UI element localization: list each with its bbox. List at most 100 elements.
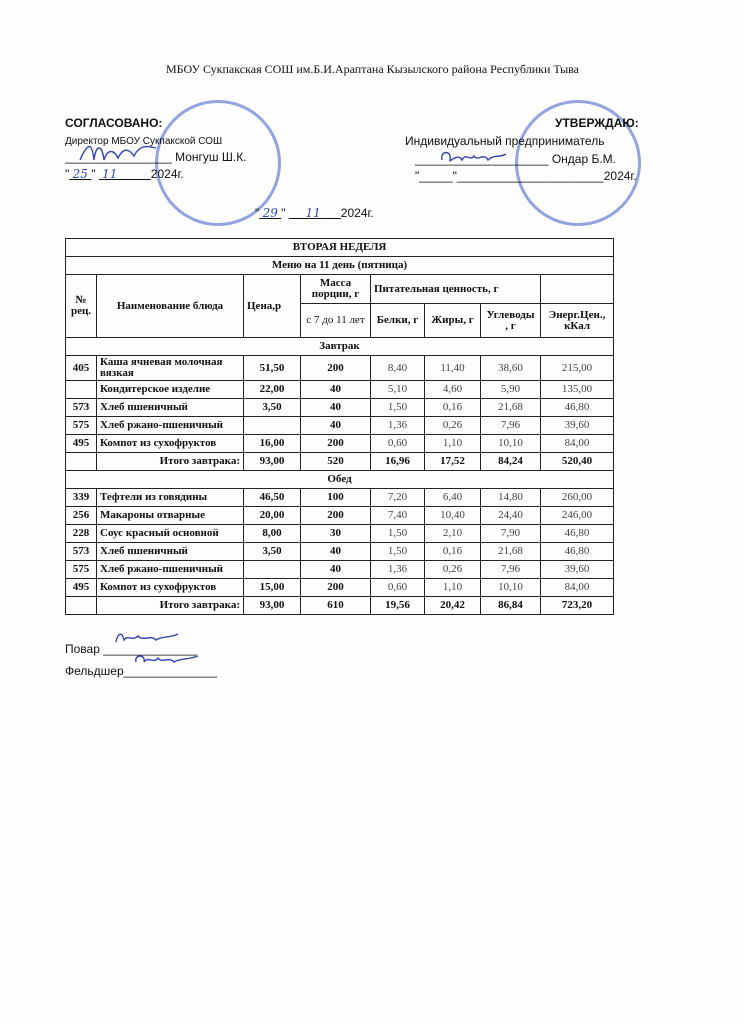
cell: 40: [300, 560, 371, 579]
total-row: Итого завтрака: 93,00 520 16,96 17,52 84,24 52…: [65, 452, 615, 471]
cell: 10,10: [480, 434, 541, 453]
cell: 7,96: [480, 416, 541, 435]
cell: 3,50: [243, 542, 301, 561]
cell: 20,00: [243, 506, 301, 525]
cell: 260,00: [539, 488, 615, 507]
header-age: с 7 до 11 лет: [300, 303, 371, 338]
table-row: 228 Соус красный основной 8,00 30 1,50 2,10 7,…: [65, 524, 615, 543]
cell: 5,10: [370, 380, 425, 399]
cell: Кондитерское изделие: [96, 380, 244, 399]
cell: 14,80: [480, 488, 541, 507]
cell: 40: [300, 398, 371, 417]
cell: 8,40: [370, 355, 425, 381]
total-cell: 86,84: [480, 596, 541, 615]
cell: 339: [65, 488, 97, 507]
cell: 46,80: [539, 524, 615, 543]
cell: 3,50: [243, 398, 301, 417]
total-cell: 520: [300, 452, 371, 471]
cell: 84,00: [539, 434, 615, 453]
cell: 1,10: [424, 578, 481, 597]
school-stamp: [155, 100, 281, 226]
cell: 575: [65, 416, 97, 435]
entrepreneur-name: Ондар Б.М.: [551, 152, 616, 166]
total-cell: 520,40: [539, 452, 615, 471]
cell: Хлеб пшеничный: [96, 542, 244, 561]
cell: Тефтели из говядины: [96, 488, 244, 507]
cell: Соус красный основной: [96, 524, 244, 543]
cell: 100: [300, 488, 371, 507]
director-position: Директор МБОУ Сукпакской СОШ: [65, 136, 223, 147]
cell: 16,00: [243, 434, 301, 453]
table-row: 495 Компот из сухофруктов 16,00 200 0,60 1,10…: [65, 434, 615, 453]
school-header: МБОУ Сукпакская СОШ им.Б.И.Араптана Кызы…: [165, 62, 580, 76]
cell: 46,50: [243, 488, 301, 507]
header-protein: Белки, г: [370, 303, 425, 338]
table-row: 573 Хлеб пшеничный 3,50 40 1,50 0,16 21,68 46,8…: [65, 398, 615, 417]
cell: 4,60: [424, 380, 481, 399]
entrepreneur-date-year: 2024г.: [603, 169, 637, 183]
cell: 21,68: [480, 542, 541, 561]
total-cell: 93,00: [243, 452, 301, 471]
total-cell: 20,42: [424, 596, 481, 615]
header-name: Наименование блюда: [96, 274, 244, 338]
cell: Компот из сухофруктов: [96, 434, 244, 453]
table-row: 339 Тефтели из говядины 46,50 100 7,20 6,40 14…: [65, 488, 615, 507]
total-cell: 19,56: [370, 596, 425, 615]
cell: 39,60: [539, 560, 615, 579]
cell: Каша ячневая молочная вязкая: [96, 355, 244, 381]
total-cell: 17,52: [424, 452, 481, 471]
cell: 228: [65, 524, 97, 543]
director-date-day: 25: [72, 167, 88, 181]
director-date-year: 2024г.: [150, 167, 184, 181]
table-row: 256 Макароны отварные 20,00 200 7,40 10,40 24,…: [65, 506, 615, 525]
cell: 38,60: [480, 355, 541, 381]
cell: 575: [65, 560, 97, 579]
cell: 40: [300, 542, 371, 561]
cell: 1,10: [424, 434, 481, 453]
cell: 24,40: [480, 506, 541, 525]
cell: 15,00: [243, 578, 301, 597]
cell: 7,96: [480, 560, 541, 579]
entrepreneur-stamp: [515, 100, 641, 226]
director-name: Монгуш Ш.К.: [175, 150, 247, 164]
table-row: 575 Хлеб ржано-пшеничный 40 1,36 0,26 7,96 39,…: [65, 560, 615, 579]
cell: 10,10: [480, 578, 541, 597]
table-row: 573 Хлеб пшеничный 3,50 40 1,50 0,16 21,68 46,8…: [65, 542, 615, 561]
cell: Хлеб ржано-пшеничный: [96, 416, 244, 435]
cell: 40: [300, 380, 371, 399]
cell: 10,40: [424, 506, 481, 525]
total-cell: 16,96: [370, 452, 425, 471]
cell: 21,68: [480, 398, 541, 417]
table-row: 405 Каша ячневая молочная вязкая 51,50 200 8…: [65, 355, 615, 381]
cell: 5,90: [480, 380, 541, 399]
header-price: Цена,р: [243, 274, 301, 338]
cell: 200: [300, 578, 371, 597]
menu-title: Меню на 11 день (пятница): [64, 256, 615, 275]
cell: 2,10: [424, 524, 481, 543]
header-num: № рец.: [65, 274, 97, 338]
cell: Хлеб ржано-пшеничный: [96, 560, 244, 579]
cell: 1,50: [370, 398, 425, 417]
cell: 0,60: [370, 578, 425, 597]
header-fat: Жиры, г: [424, 303, 481, 338]
cell: [243, 416, 301, 435]
cell: [65, 380, 97, 399]
cell: 22,00: [243, 380, 301, 399]
cell: 0,26: [424, 416, 481, 435]
cell: Макароны отварные: [96, 506, 244, 525]
table-row: 575 Хлеб ржано-пшеничный 40 1,36 0,26 7,96 39,…: [65, 416, 615, 435]
section-title: Завтрак: [64, 337, 615, 356]
cell: 495: [65, 434, 97, 453]
cell: 11,40: [424, 355, 481, 381]
approval-date-year: 2024г.: [340, 206, 374, 220]
approval-date-day: 29: [262, 206, 278, 220]
menu-table: ВТОРАЯ НЕДЕЛЯ Меню на 11 день (пятница) …: [64, 238, 615, 615]
week-title: ВТОРАЯ НЕДЕЛЯ: [64, 238, 615, 257]
cell: 1,50: [370, 524, 425, 543]
cell: 7,90: [480, 524, 541, 543]
total-cell: 723,20: [539, 596, 615, 615]
header-carbs: Углеводы , г: [480, 303, 541, 338]
approved-title: УТВЕРЖДАЮ:: [555, 116, 639, 130]
cell: 135,00: [539, 380, 615, 399]
